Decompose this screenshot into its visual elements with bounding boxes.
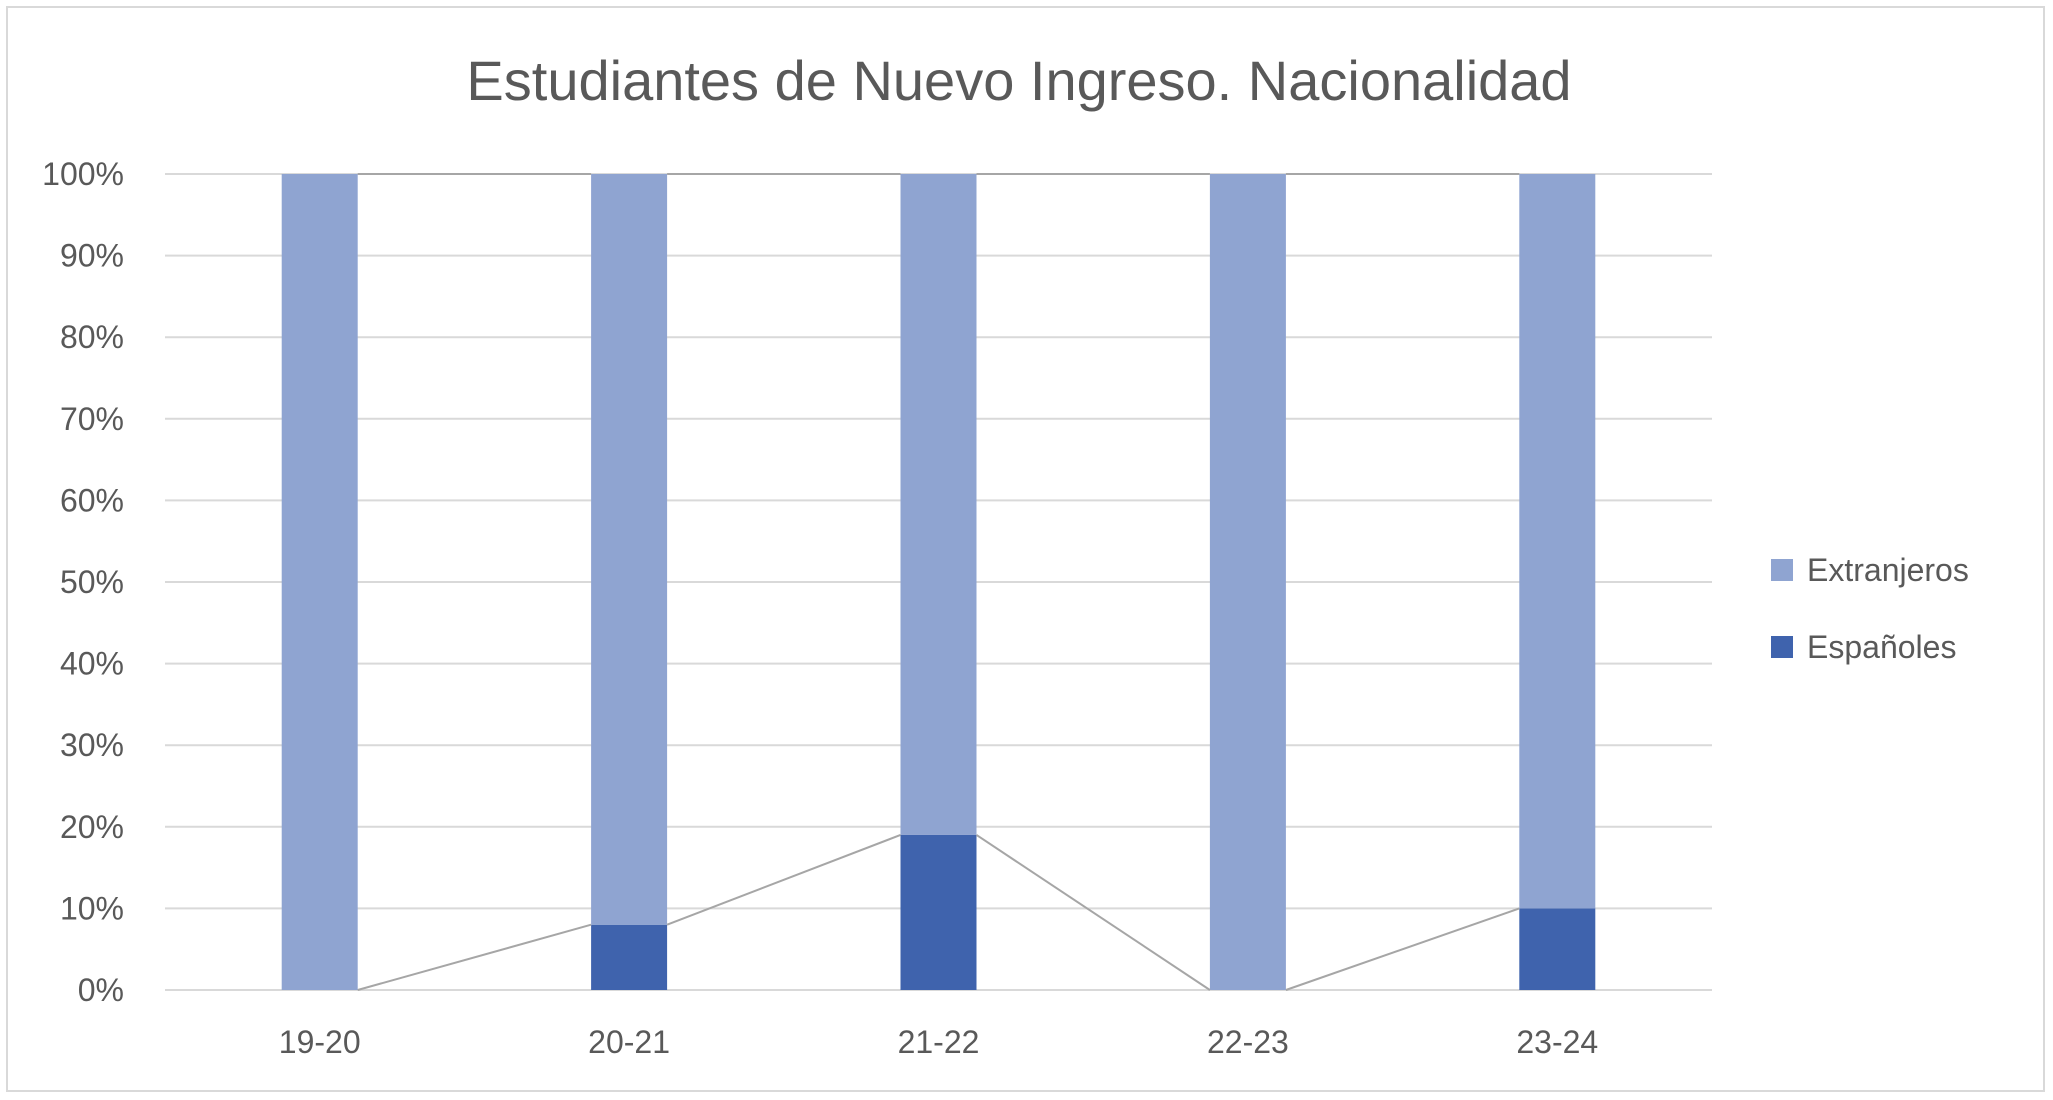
x-tick-label: 22-23 (1207, 1024, 1289, 1060)
y-tick-label: 20% (60, 809, 124, 845)
series-lines (357, 173, 1520, 991)
bar-extranjeros (281, 174, 358, 990)
legend: Extranjeros Españoles (1771, 552, 1969, 665)
bar-españoles (1519, 908, 1596, 990)
y-tick-label: 30% (60, 727, 124, 763)
bar-extranjeros (1209, 174, 1286, 990)
y-tick-label: 60% (60, 482, 124, 518)
bar-extranjeros (1519, 174, 1596, 909)
y-tick-label: 40% (60, 646, 124, 682)
x-tick-label: 19-20 (279, 1024, 361, 1060)
legend-swatch (1771, 559, 1793, 581)
legend-swatch (1771, 636, 1793, 658)
y-tick-label: 90% (60, 238, 124, 274)
series-line (975, 834, 1211, 991)
bar-españoles (591, 924, 668, 990)
x-tick-label: 21-22 (898, 1024, 980, 1060)
legend-item: Españoles (1771, 629, 1956, 665)
chart-title: Estudiantes de Nuevo Ingreso. Nacionalid… (466, 49, 1571, 112)
y-tick-label: 80% (60, 319, 124, 355)
y-axis-tick-labels: 0% 10% 20% 30% 40% 50% 60% 70% 80% 90% 100% (42, 156, 124, 1008)
bar-extranjeros (900, 174, 977, 835)
series-line (1285, 907, 1520, 991)
legend-label: Españoles (1807, 629, 1956, 665)
y-tick-label: 0% (78, 972, 124, 1008)
y-tick-label: 10% (60, 890, 124, 926)
x-tick-label: 23-24 (1516, 1024, 1598, 1060)
x-tick-label: 20-21 (588, 1024, 670, 1060)
bar-españoles (900, 834, 977, 990)
y-tick-label: 70% (60, 401, 124, 437)
series-line (666, 834, 901, 926)
series-line (357, 923, 592, 991)
x-axis-tick-labels: 19-20 20-21 21-22 22-23 23-24 (279, 1024, 1598, 1060)
legend-item: Extranjeros (1771, 552, 1969, 588)
bar-extranjeros (591, 174, 668, 925)
legend-label: Extranjeros (1807, 552, 1969, 588)
bars (281, 174, 1596, 990)
y-tick-label: 50% (60, 564, 124, 600)
y-tick-label: 100% (42, 156, 124, 192)
